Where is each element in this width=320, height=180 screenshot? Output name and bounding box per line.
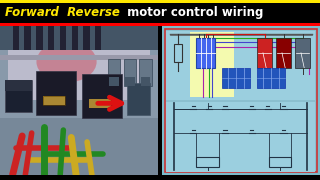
Bar [276, 38, 292, 68]
Bar [0, 26, 158, 50]
Ellipse shape [36, 41, 97, 82]
Bar [8, 29, 150, 100]
Bar [36, 71, 76, 115]
Bar [125, 77, 135, 85]
Bar [71, 26, 78, 50]
Bar [0, 23, 320, 26]
Bar [89, 99, 111, 108]
Bar [83, 26, 90, 50]
Bar [257, 38, 272, 68]
Bar [0, 118, 158, 175]
Bar [24, 26, 31, 50]
Bar [257, 68, 285, 88]
Bar [140, 59, 152, 86]
Bar [166, 102, 315, 172]
Bar [174, 44, 182, 62]
Bar [109, 77, 119, 85]
Bar [166, 102, 315, 172]
Bar [82, 74, 122, 118]
Bar [48, 26, 54, 50]
Bar [13, 26, 19, 50]
Bar [124, 59, 136, 86]
Bar [43, 96, 65, 105]
Bar [190, 32, 235, 97]
Bar [196, 157, 219, 167]
Text: Forward  Reverse: Forward Reverse [5, 6, 120, 19]
Bar [95, 26, 101, 50]
Bar [127, 82, 150, 115]
Bar [166, 31, 315, 100]
Bar [295, 38, 310, 68]
Bar [222, 68, 250, 88]
Bar [60, 26, 66, 50]
Text: motor control wiring: motor control wiring [123, 6, 264, 19]
Bar [108, 59, 120, 86]
Bar [5, 80, 32, 91]
Bar [5, 80, 32, 112]
Bar [196, 38, 215, 68]
Bar [269, 157, 292, 167]
Bar [36, 26, 43, 50]
Bar [43, 96, 65, 105]
Bar [0, 0, 320, 3]
Bar [0, 55, 158, 60]
Bar [141, 77, 150, 85]
